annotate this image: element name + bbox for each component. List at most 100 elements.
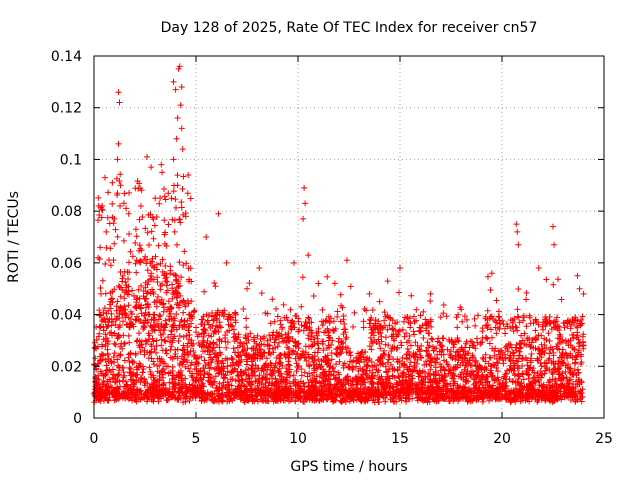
data-point — [134, 337, 141, 344]
data-point — [156, 312, 163, 319]
data-point — [126, 339, 133, 346]
y-tick-label: 0.02 — [51, 359, 82, 375]
data-point — [165, 190, 172, 197]
data-point — [330, 372, 337, 379]
data-point — [267, 336, 274, 343]
data-point — [546, 313, 553, 320]
data-point — [144, 386, 151, 393]
data-point — [450, 344, 457, 351]
data-point — [369, 329, 376, 336]
data-point — [191, 307, 198, 314]
data-point — [258, 290, 265, 297]
data-point — [107, 305, 114, 312]
data-point — [301, 369, 308, 376]
y-tick-label: 0.06 — [51, 256, 82, 272]
data-point — [120, 318, 127, 325]
data-point — [174, 182, 181, 189]
data-point — [159, 371, 166, 378]
data-point — [454, 324, 461, 331]
data-point — [142, 284, 149, 291]
data-point — [481, 364, 488, 371]
data-point — [454, 348, 461, 355]
data-point — [482, 334, 489, 341]
data-point — [103, 228, 110, 235]
data-point — [537, 360, 544, 367]
x-tick-label: 15 — [391, 431, 409, 447]
data-point — [121, 295, 128, 302]
data-point — [117, 182, 124, 189]
data-point — [299, 351, 306, 358]
data-point — [367, 334, 374, 341]
data-point — [261, 384, 268, 391]
data-point — [173, 241, 180, 248]
data-point — [97, 244, 104, 251]
data-point — [175, 338, 182, 345]
data-point — [406, 352, 413, 359]
data-point — [477, 339, 484, 346]
data-point — [231, 365, 238, 372]
data-point — [329, 364, 336, 371]
data-point — [119, 377, 126, 384]
data-point — [116, 99, 123, 106]
data-point — [142, 380, 149, 387]
data-point — [574, 272, 581, 279]
data-point — [493, 395, 500, 402]
data-point — [112, 226, 119, 233]
data-point — [158, 336, 165, 343]
data-point — [326, 319, 333, 326]
data-point — [212, 312, 219, 319]
data-point — [152, 195, 159, 202]
data-point — [500, 360, 507, 367]
data-point — [245, 366, 252, 373]
data-point — [192, 355, 199, 362]
data-point — [201, 339, 208, 346]
data-point — [406, 333, 413, 340]
data-point — [363, 367, 370, 374]
data-point — [532, 327, 539, 334]
data-point — [200, 365, 207, 372]
data-point — [579, 313, 586, 320]
data-point — [324, 352, 331, 359]
data-point — [471, 358, 478, 365]
data-point — [328, 349, 335, 356]
data-point — [280, 397, 287, 404]
data-point — [342, 381, 349, 388]
data-point — [172, 272, 179, 279]
data-point — [220, 313, 227, 320]
data-point — [186, 331, 193, 338]
data-point — [519, 370, 526, 377]
data-point — [232, 349, 239, 356]
data-point — [176, 259, 183, 266]
data-point — [147, 349, 154, 356]
data-point — [153, 349, 160, 356]
data-point — [139, 369, 146, 376]
data-point — [308, 379, 315, 386]
data-point — [367, 316, 374, 323]
data-point — [410, 328, 417, 335]
data-point — [428, 383, 435, 390]
data-point — [95, 376, 102, 383]
data-point — [335, 371, 342, 378]
data-point — [279, 338, 286, 345]
data-point — [100, 323, 107, 330]
data-point — [469, 338, 476, 345]
data-point — [144, 349, 151, 356]
data-point — [126, 189, 133, 196]
data-point — [420, 334, 427, 341]
data-point — [580, 331, 587, 338]
data-point — [400, 369, 407, 376]
data-point — [240, 305, 247, 312]
data-point — [205, 332, 212, 339]
data-point — [389, 317, 396, 324]
data-point — [375, 329, 382, 336]
data-point — [145, 289, 152, 296]
data-point — [392, 390, 399, 397]
data-point — [114, 298, 121, 305]
data-point — [179, 146, 186, 153]
data-point — [114, 156, 121, 163]
data-point — [369, 340, 376, 347]
data-point — [440, 357, 447, 364]
data-point — [286, 380, 293, 387]
data-point — [578, 316, 585, 323]
data-point — [286, 398, 293, 405]
